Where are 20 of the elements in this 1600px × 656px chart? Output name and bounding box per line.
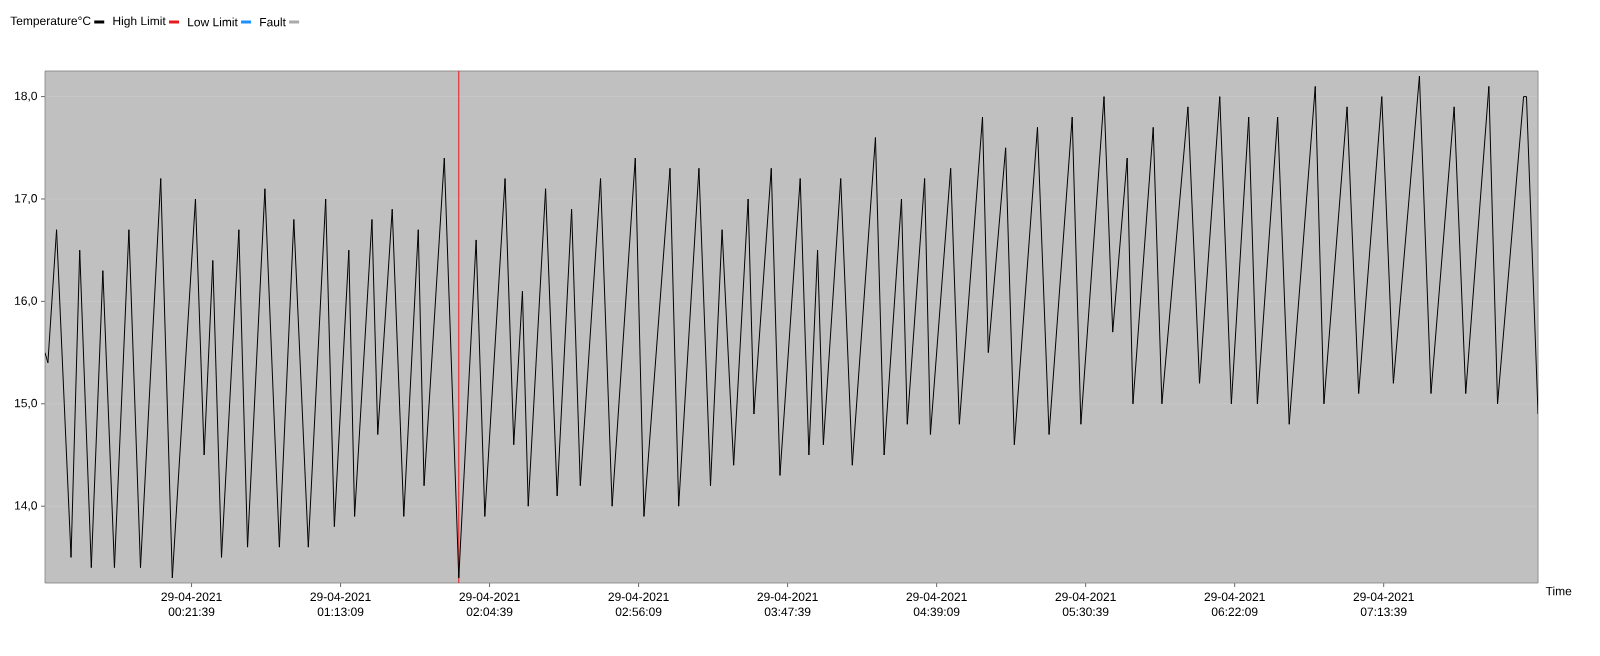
x-tick-label: 29-04-2021 04:39:09 xyxy=(906,592,967,617)
legend-label: Low Limit xyxy=(188,17,238,27)
x-tick-label: 29-04-2021 00:21:39 xyxy=(161,592,222,617)
x-tick-label: 29-04-2021 01:13:09 xyxy=(310,592,371,617)
y-tick-label: 17,0 xyxy=(15,194,38,204)
x-tick-label: 29-04-2021 05:30:39 xyxy=(1055,592,1116,617)
y-tick-label: 14,0 xyxy=(15,501,38,512)
x-tick-label: 29-04-2021 07:13:39 xyxy=(1353,592,1414,617)
x-axis-title: Time xyxy=(1545,586,1572,596)
y-tick-label: 15,0 xyxy=(15,398,38,409)
x-tick-label: 29-04-2021 06:22:09 xyxy=(1204,592,1265,617)
x-tick-label: 29-04-2021 02:04:39 xyxy=(459,592,520,617)
y-tick-label: 16,0 xyxy=(15,296,38,307)
y-tick-label: 18,0 xyxy=(15,91,38,102)
legend-label: Fault xyxy=(260,17,286,27)
line-series xyxy=(45,75,1539,579)
x-tick-label: 29-04-2021 03:47:39 xyxy=(757,592,818,617)
legend-label: Temperature°C xyxy=(10,16,91,28)
x-tick-label: 29-04-2021 02:56:09 xyxy=(608,592,669,617)
legend-label: High Limit xyxy=(113,16,166,28)
